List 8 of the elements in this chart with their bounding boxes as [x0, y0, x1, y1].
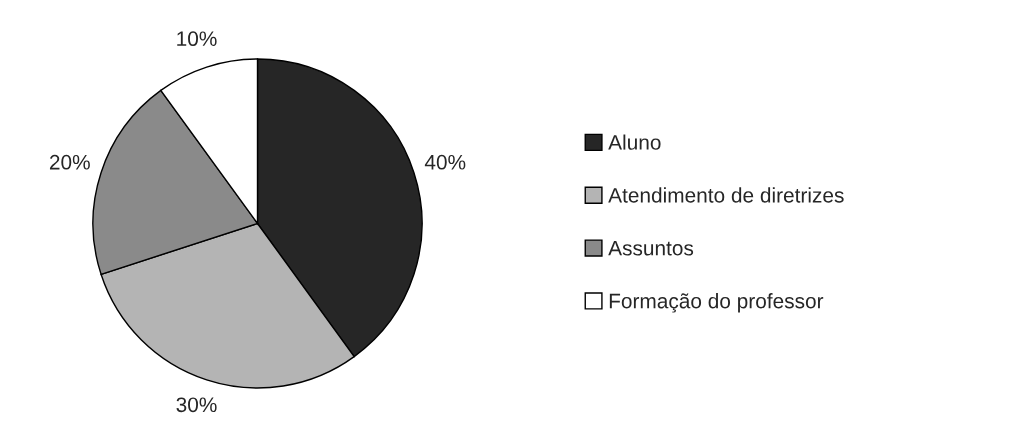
legend-label: Aluno	[608, 134, 661, 150]
legend-label: Formação do professor	[609, 293, 824, 313]
data-label: 30%	[176, 397, 217, 413]
legend-label: Assuntos	[608, 241, 694, 256]
legend-label: Atendimento de diretrizes	[608, 187, 844, 203]
data-label: 10%	[177, 31, 217, 47]
data-label: 40%	[424, 154, 466, 170]
data-label: 20%	[49, 154, 90, 170]
